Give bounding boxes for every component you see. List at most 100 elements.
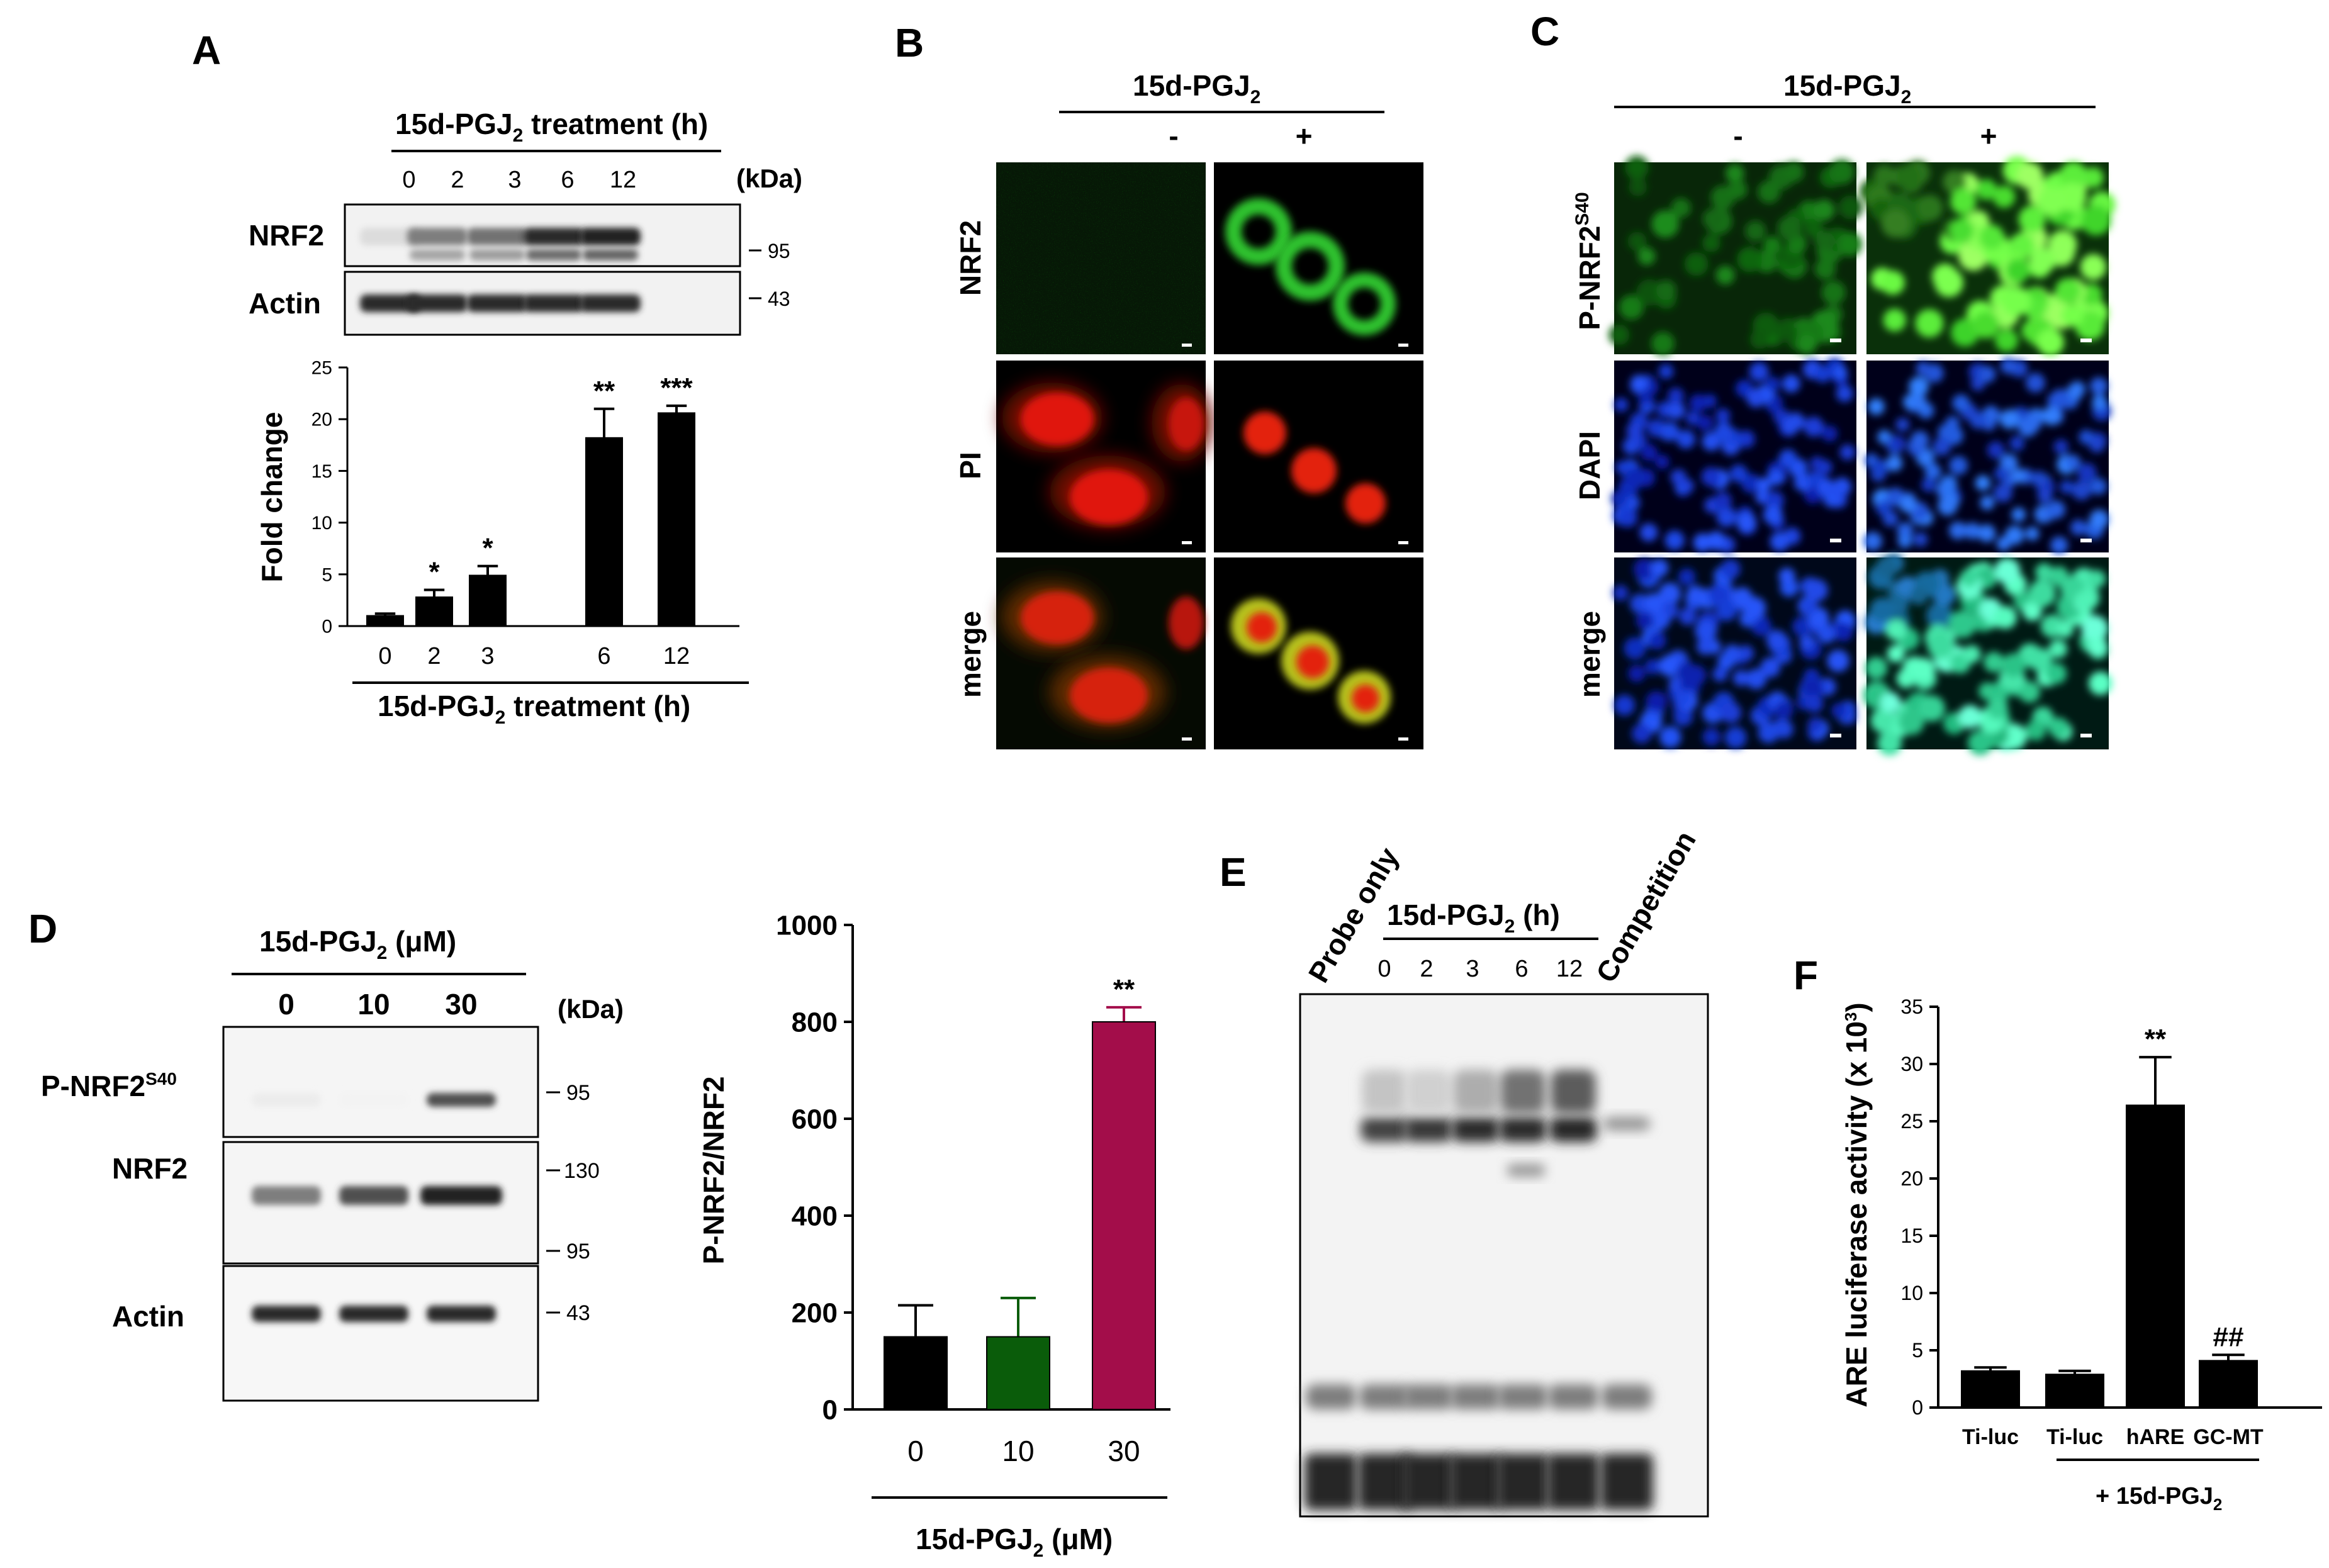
cell [2060, 479, 2074, 495]
panel-a-band [407, 227, 468, 245]
cell [1644, 658, 1661, 675]
cell [1964, 522, 1981, 540]
cell [2090, 478, 2107, 495]
cell [1909, 376, 1929, 397]
cell [1876, 556, 1899, 578]
cell [1799, 634, 1815, 650]
micrograph-c-dapi-minus [1611, 357, 1856, 553]
panel-d-band [339, 1306, 408, 1322]
y-tick-label: 25 [1900, 1110, 1923, 1133]
cell [1918, 695, 1945, 722]
cell [1720, 559, 1741, 580]
cell [1911, 395, 1927, 412]
cell [1706, 531, 1726, 551]
significance-label: *** [660, 372, 693, 403]
panel-e-lane-label: 0 [1378, 956, 1391, 982]
x-tick-label: 3 [481, 643, 494, 669]
cell [1659, 726, 1681, 748]
cell [1984, 651, 2004, 673]
panel-f: F 0 5 10 15 20 25 30 35 Ti-luc Ti-luc ** hARE ## GC-M… [1793, 953, 2322, 1514]
panel-e-lane-labels: 0 2 3 6 12 [1378, 956, 1583, 982]
cell [1636, 612, 1653, 630]
y-tick-label: 400 [792, 1201, 838, 1231]
y-tick-label: 1000 [776, 910, 838, 941]
x-tick-label: 10 [1002, 1435, 1034, 1467]
cell [2029, 247, 2056, 274]
cell [1963, 645, 1981, 663]
cell [1749, 329, 1770, 349]
bar [2045, 1374, 2104, 1408]
cell [1715, 599, 1737, 622]
cell [1751, 616, 1771, 636]
panel-e-gel-bands [1305, 1070, 1653, 1510]
panel-a-row-label: NRF2 [249, 219, 324, 252]
cell [1763, 505, 1783, 525]
cell [1949, 522, 1967, 540]
panel-d-blot-actin [222, 1265, 539, 1402]
panel-b-cond-plus: + [1296, 120, 1313, 152]
cell [1626, 422, 1644, 439]
cell [1697, 415, 1714, 432]
cell [1886, 619, 1907, 641]
bar [658, 412, 695, 627]
cell [1958, 705, 1982, 729]
cell [1608, 324, 1630, 345]
cell [2045, 663, 2067, 685]
cell [1987, 441, 2005, 459]
x-tick-label: 2 [427, 643, 441, 669]
panel-a-chart: 0 5 10 15 20 25 0 * 2 * 3 ** 6 *** 12 Fold change 15d-PG… [255, 358, 749, 728]
panel-f-group-label: + 15d-PGJ2 [2096, 1483, 2222, 1514]
cell [2025, 720, 2046, 741]
panel-e-free-probe [1358, 1453, 1411, 1510]
bar [415, 596, 453, 627]
cell [1715, 408, 1731, 423]
cell [2019, 681, 2041, 703]
panel-d-lane-label: 10 [357, 988, 390, 1021]
cell [1980, 495, 1995, 510]
panel-f-chart: 0 5 10 15 20 25 30 35 Ti-luc Ti-luc ** hARE ## GC-MT A… [1840, 995, 2322, 1449]
cell [1972, 311, 2000, 339]
cell [1619, 294, 1644, 320]
panel-e-upper-band [1551, 1070, 1596, 1114]
cell [1746, 668, 1767, 690]
panel-a: A 15d-PGJ2 treatment (h) 0 2 3 6 12 (kDa) NR… [192, 28, 802, 728]
cell [1737, 645, 1754, 661]
cell [1639, 523, 1658, 542]
cell [2055, 277, 2081, 304]
panel-d-xlabel: 15d-PGJ2 (μM) [916, 1523, 1113, 1561]
cell [2087, 569, 2106, 588]
cell [2016, 162, 2044, 189]
panel-e-lane-label: 3 [1466, 956, 1479, 982]
panel-e-time-label: 15d-PGJ2 (h) [1387, 899, 1560, 937]
panel-d-label: D [28, 906, 57, 951]
panel-a-band-lower [469, 249, 525, 260]
cell [1685, 411, 1700, 426]
cell [1658, 654, 1681, 677]
cell [1778, 322, 1797, 340]
cell [1814, 230, 1834, 250]
panel-d-band [252, 1093, 321, 1107]
x-tick-label: Ti-luc [1962, 1425, 2019, 1449]
panel-d-chart: 0 200 400 600 800 1000 0 10 ** 30 P-NRF2/NRF2 15d-P… [697, 910, 1170, 1561]
cell [1760, 657, 1781, 678]
cell [1717, 652, 1735, 671]
panel-d-band [427, 1306, 496, 1322]
panel-e-upper-band [1406, 1070, 1451, 1114]
cell [1817, 625, 1836, 644]
cell [1916, 361, 1931, 376]
micrograph-b-pi-minus [996, 361, 1212, 552]
x-tick-label: hARE [2126, 1425, 2185, 1449]
cell [1689, 394, 1707, 412]
cell [1933, 437, 1951, 456]
cell [2011, 468, 2026, 483]
cell [1870, 459, 1888, 478]
y-tick-label: 800 [792, 1007, 838, 1038]
significance-label: ## [2213, 1321, 2244, 1352]
panel-e-free-probe-mid [1451, 1384, 1501, 1409]
significance-label: * [429, 556, 440, 587]
cell [1949, 456, 1968, 475]
cell [1943, 170, 1967, 194]
cell [1664, 530, 1685, 551]
cell [1651, 610, 1670, 630]
